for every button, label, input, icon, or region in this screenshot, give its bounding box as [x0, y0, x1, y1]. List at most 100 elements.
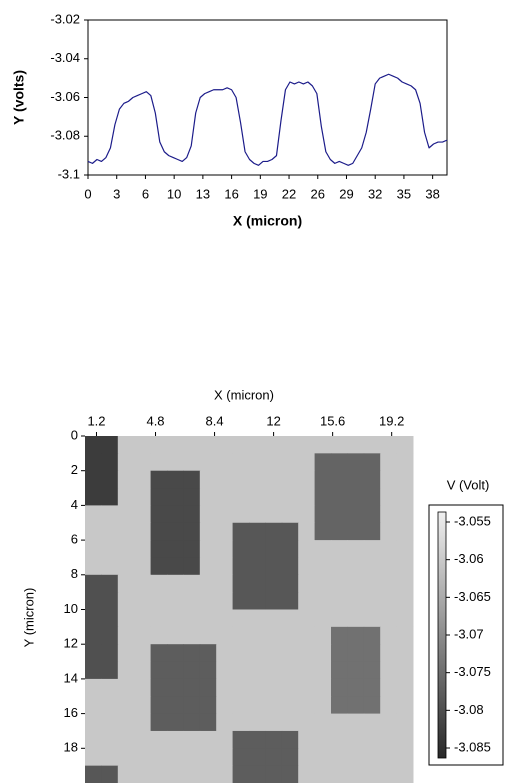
heatmap-cell [183, 730, 201, 749]
x-tick-label: 3 [113, 186, 120, 201]
heatmap-cell [134, 436, 152, 454]
heatmap-cell [183, 488, 201, 506]
heatmap-cell [117, 765, 135, 783]
x-tick-label: 6 [142, 186, 149, 201]
heatmap-cell [331, 696, 348, 715]
heatmap-cell [265, 696, 283, 715]
heatmap-cell [232, 661, 250, 680]
heatmap-cell [134, 470, 152, 489]
heatmap-cell [298, 488, 316, 506]
heatmap-cell [167, 765, 184, 783]
heatmap-cell [216, 609, 234, 628]
heatmap-cell [265, 748, 283, 767]
heatmap-cell [85, 730, 102, 749]
heatmap-cell [216, 488, 234, 506]
heatmap-cell [396, 696, 414, 715]
heatmap-cell [232, 696, 250, 715]
y-tick-label: 2 [71, 462, 78, 477]
heatmap-cell [167, 488, 184, 506]
heatmap-cell [298, 574, 316, 593]
heatmap-cell [85, 765, 102, 783]
heatmap-cell [150, 644, 168, 663]
heatmap-cell [331, 730, 348, 749]
heatmap-cell [199, 696, 217, 715]
heatmap-cell [396, 661, 414, 680]
heatmap-cell [314, 557, 332, 576]
x-tick-label: 8.4 [206, 413, 224, 428]
heatmap-cell [134, 644, 152, 663]
heatmap-cell [85, 470, 102, 489]
heatmap-cell [331, 488, 348, 506]
heatmap-cell [331, 644, 348, 663]
heatmap-cell [232, 436, 250, 454]
heatmap-cell [347, 765, 365, 783]
heatmap-cell [363, 609, 381, 628]
heatmap-cell [347, 522, 365, 541]
y-axis-label: Y (volts) [11, 70, 27, 125]
heatmap-cell [314, 592, 332, 610]
heatmap-cell [314, 696, 332, 715]
heatmap-cell [265, 713, 283, 732]
heatmap-cell [101, 644, 119, 663]
heatmap-cell [314, 609, 332, 628]
colorbar-tick-label: -3.075 [454, 664, 491, 679]
heatmap-cell [117, 470, 135, 489]
heatmap-cell [265, 505, 283, 524]
heatmap-cell [380, 436, 398, 454]
heatmap-cell [167, 626, 184, 645]
heatmap-cell [331, 748, 348, 767]
heatmap-cell [183, 505, 201, 524]
heatmap-cell [134, 453, 152, 472]
heatmap-cell [380, 626, 398, 645]
heatmap-cell [265, 488, 283, 506]
heatmap-cell [347, 557, 365, 576]
heatmap-cell [216, 505, 234, 524]
colorbar-tick-label: -3.06 [454, 551, 484, 566]
heatmap-cell [167, 574, 184, 593]
heatmap-cell [281, 470, 299, 489]
heatmap-cell [331, 574, 348, 593]
heatmap-cell [281, 609, 299, 628]
heatmap-cell [249, 644, 266, 663]
heatmap-cell [150, 626, 168, 645]
heatmap-cell [298, 557, 316, 576]
heatmap-cell [347, 470, 365, 489]
heatmap-cell [249, 557, 266, 576]
heatmap-cell [314, 470, 332, 489]
heatmap-cell [281, 453, 299, 472]
y-tick-label: -3.04 [50, 50, 80, 65]
heatmap-cell [363, 540, 381, 558]
heatmap-cell [363, 592, 381, 610]
heatmap-cell [249, 505, 266, 524]
heatmap-cell [298, 453, 316, 472]
heatmap-cell [396, 522, 414, 541]
heatmap-cell [216, 436, 234, 454]
heatmap-cell [232, 765, 250, 783]
heatmap-cell [265, 678, 283, 697]
y-tick-label: 0 [71, 427, 78, 442]
heatmap-cell [249, 488, 266, 506]
heatmap-cell [265, 644, 283, 663]
heatmap-cell [85, 696, 102, 715]
heatmap-cell [167, 730, 184, 749]
heatmap-cell [265, 592, 283, 610]
y-tick-label: 6 [71, 532, 78, 547]
heatmap-cell [232, 626, 250, 645]
heatmap-cell [281, 557, 299, 576]
heatmap-cell [331, 592, 348, 610]
heatmap-cell [396, 470, 414, 489]
heatmap-cell [117, 644, 135, 663]
heatmap-cell [101, 540, 119, 558]
heatmap-cell [101, 609, 119, 628]
heatmap-cell [347, 592, 365, 610]
heatmap-cell [363, 696, 381, 715]
heatmap-cell [298, 592, 316, 610]
x-tick-label: 32 [368, 186, 382, 201]
heatmap-cell [117, 453, 135, 472]
heatmap-cell [183, 522, 201, 541]
heatmap-cell [101, 678, 119, 697]
heatmap-cell [134, 557, 152, 576]
heatmap-cell [396, 488, 414, 506]
heatmap-cell [314, 644, 332, 663]
heatmap-cell [314, 713, 332, 732]
